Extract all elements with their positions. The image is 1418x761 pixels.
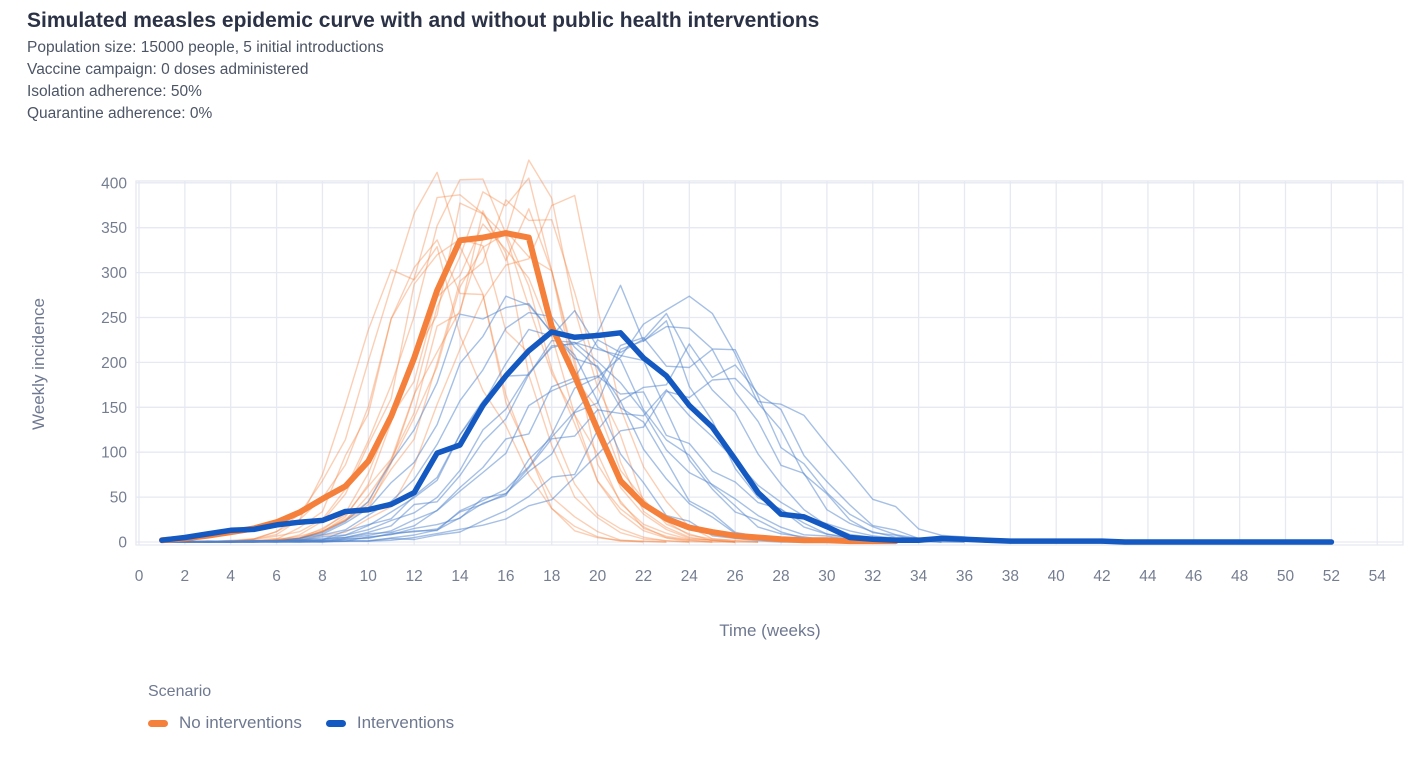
- x-tick-label: 26: [727, 568, 744, 585]
- legend-row: No interventions Interventions: [148, 713, 454, 733]
- y-tick-label: 100: [101, 445, 127, 462]
- y-tick-label: 250: [101, 310, 127, 327]
- x-tick-label: 24: [681, 568, 699, 585]
- mean-lines: [158, 230, 1335, 545]
- y-tick-label: 0: [118, 535, 127, 552]
- x-tick-label: 32: [864, 568, 881, 585]
- legend: Scenario No interventions Interventions: [148, 683, 454, 733]
- legend-item-interventions: Interventions: [325, 713, 455, 733]
- subtitle-line-vaccine: Vaccine campaign: 0 doses administered: [27, 61, 309, 78]
- x-tick-label: 40: [1048, 568, 1066, 585]
- subtitle-line-isolation: Isolation adherence: 50%: [27, 83, 202, 100]
- x-tick-label: 38: [1002, 568, 1019, 585]
- y-tick-label: 350: [101, 220, 127, 237]
- x-tick-label: 52: [1323, 568, 1340, 585]
- x-tick-label: 4: [226, 568, 235, 585]
- simulation-run-lines: [161, 159, 1034, 543]
- y-tick-label: 400: [101, 175, 127, 192]
- x-tick-label: 22: [635, 568, 652, 585]
- x-tick-label: 36: [956, 568, 973, 585]
- sim-run-line-no_interventions: [161, 178, 713, 543]
- y-axis-title: Weekly incidence: [29, 298, 48, 430]
- x-tick-label: 18: [543, 568, 560, 585]
- x-tick-label: 42: [1093, 568, 1110, 585]
- x-tick-label: 0: [135, 568, 144, 585]
- plot-border: [135, 180, 1404, 546]
- chart-title: Simulated measles epidemic curve with an…: [27, 9, 820, 32]
- x-tick-label: 28: [772, 568, 789, 585]
- legend-item-no-interventions: No interventions: [148, 713, 302, 733]
- x-tick-label: 8: [318, 568, 327, 585]
- mean-line-interventions: [159, 329, 1335, 545]
- sim-run-line-interventions: [161, 336, 988, 543]
- sim-run-line-interventions: [161, 389, 965, 543]
- x-tick-label: 50: [1277, 568, 1295, 585]
- sim-run-line-interventions: [161, 339, 919, 543]
- subtitle-line-quarantine: Quarantine adherence: 0%: [27, 105, 213, 122]
- x-tick-label: 6: [272, 568, 281, 585]
- legend-swatch-no-interventions: [148, 719, 168, 727]
- x-tick-label: 12: [406, 568, 423, 585]
- y-tick-label: 200: [101, 355, 127, 372]
- grid-lines: [135, 180, 1404, 546]
- x-tick-label: 20: [589, 568, 607, 585]
- legend-label-no-interventions: No interventions: [179, 713, 302, 732]
- x-tick-label: 16: [497, 568, 514, 585]
- axis-tick-labels: 0 2 4 6 8 10 12 14 16 18 20 22 24 26 28 30 32 34 36 38 40 42 4…: [101, 175, 1386, 585]
- legend-swatch-interventions: [325, 719, 346, 727]
- x-tick-label: 48: [1231, 568, 1248, 585]
- x-tick-label: 44: [1139, 568, 1157, 585]
- sim-run-line-no_interventions: [161, 194, 690, 543]
- x-axis-title: Time (weeks): [719, 621, 820, 640]
- subtitle-line-population: Population size: 15000 people, 5 initial…: [27, 39, 384, 56]
- y-tick-label: 300: [101, 265, 127, 282]
- x-tick-label: 30: [818, 568, 836, 585]
- legend-title: Scenario: [148, 683, 212, 700]
- y-tick-label: 50: [110, 490, 128, 507]
- x-tick-label: 10: [360, 568, 378, 585]
- sim-run-line-no_interventions: [161, 246, 667, 543]
- x-tick-label: 34: [910, 568, 928, 585]
- sim-run-line-interventions: [161, 284, 919, 543]
- y-tick-label: 150: [101, 400, 127, 417]
- x-tick-label: 54: [1369, 568, 1387, 585]
- x-tick-label: 2: [181, 568, 190, 585]
- mean-line-no-interventions: [158, 230, 899, 545]
- x-tick-label: 46: [1185, 568, 1202, 585]
- chart-subtitle: Population size: 15000 people, 5 initial…: [27, 37, 384, 125]
- x-tick-label: 14: [451, 568, 469, 585]
- legend-label-interventions: Interventions: [356, 713, 455, 732]
